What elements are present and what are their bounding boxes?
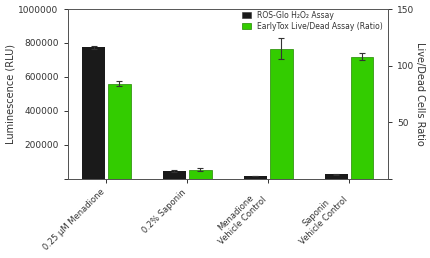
Y-axis label: Luminescence (RLU): Luminescence (RLU) <box>6 44 15 144</box>
Bar <box>188 170 211 179</box>
Bar <box>243 176 266 179</box>
Legend: ROS-Glo H₂O₂ Assay, EarlyTox Live/Dead Assay (Ratio): ROS-Glo H₂O₂ Assay, EarlyTox Live/Dead A… <box>240 10 383 33</box>
Bar <box>350 57 373 179</box>
Bar <box>82 47 104 179</box>
Bar <box>108 84 130 179</box>
Y-axis label: Live/Dead Cells Ratio: Live/Dead Cells Ratio <box>415 42 424 146</box>
Bar <box>324 174 347 179</box>
Bar <box>269 49 292 179</box>
Bar <box>163 171 185 179</box>
